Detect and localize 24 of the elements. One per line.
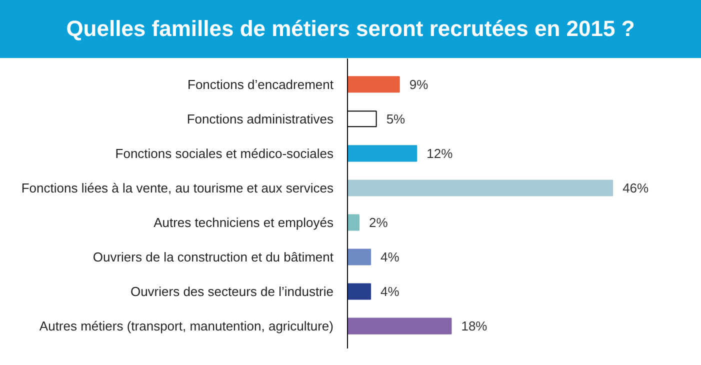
y-tick-label: Fonctions liées à la vente, au tourisme et aux services (21, 180, 334, 196)
y-tick-label: Ouvriers de la construction et du bâtiment (92, 250, 334, 265)
data-label: 46% (622, 180, 650, 196)
data-label: 4% (380, 250, 400, 265)
data-label: 12% (426, 146, 454, 161)
y-tick-label: Autres métiers (transport, manutention, agriculture) (39, 318, 334, 334)
bar (348, 214, 360, 231)
data-label: 18% (461, 318, 488, 334)
bar (348, 180, 614, 196)
bar (348, 283, 372, 300)
y-tick-label: Autres techniciens et employés (154, 214, 334, 230)
data-label: 5% (386, 111, 406, 126)
bar (348, 76, 400, 93)
chart-title: Quelles familles de métiers seront recrutées en 2015 ? (66, 15, 635, 43)
data-label: 4% (380, 284, 400, 300)
y-tick-label: Fonctions sociales et médico-sociales (115, 146, 334, 161)
bar (348, 145, 418, 162)
y-tick-label: Fonctions d’encadrement (188, 76, 334, 92)
bar (348, 248, 372, 266)
y-tick-label: Fonctions administratives (186, 111, 334, 126)
data-label: 2% (369, 214, 388, 230)
data-label: 9% (409, 76, 429, 92)
y-tick-label: Ouvriers des secteurs de l’industrie (130, 284, 334, 300)
bar (348, 318, 452, 334)
